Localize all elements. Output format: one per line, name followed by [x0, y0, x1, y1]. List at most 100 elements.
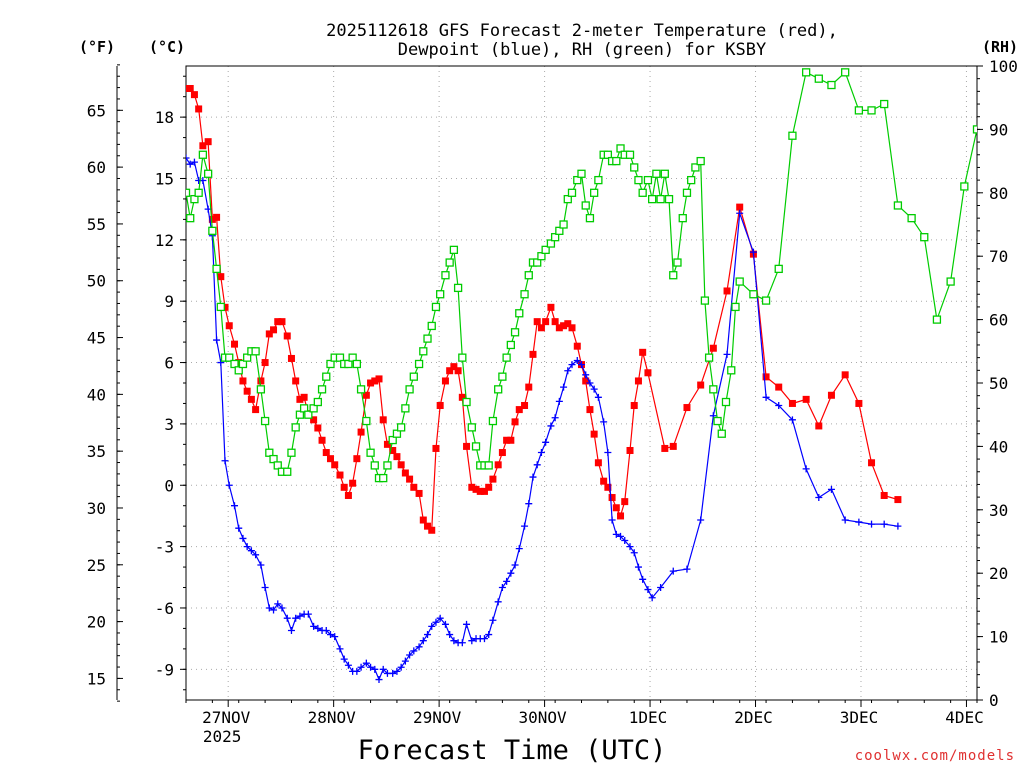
temperature-point — [287, 354, 295, 362]
temperature-point — [525, 383, 533, 391]
fahrenheit-tick-label: 20 — [87, 613, 106, 632]
temperature-point — [683, 404, 691, 412]
dewpoint-point — [590, 385, 598, 393]
rh-point — [761, 296, 771, 305]
temperature-point — [300, 393, 308, 401]
rh-point — [735, 277, 744, 286]
temperature-point — [186, 84, 194, 92]
temperature-point — [349, 479, 357, 487]
temperature-point — [723, 287, 731, 295]
rh-point — [414, 359, 424, 369]
temperature-point — [383, 440, 391, 448]
x-tick-label: 29NOV — [413, 708, 462, 727]
temperature-point — [894, 496, 902, 504]
dewpoint-point — [612, 530, 620, 538]
dewpoint-point — [503, 577, 511, 585]
rh-point — [907, 214, 916, 223]
dewpoint-point — [604, 449, 612, 457]
dewpoint-point — [815, 494, 823, 502]
temperature-point — [217, 273, 225, 281]
rh-point — [550, 233, 560, 242]
rh-point — [498, 372, 507, 381]
dewpoint-point — [344, 661, 352, 669]
rh-point — [405, 385, 414, 394]
rh-point — [590, 188, 599, 197]
temperature-point — [406, 475, 414, 483]
rh-point — [488, 416, 498, 426]
plot-frame — [185, 65, 978, 701]
temperature-point — [827, 391, 835, 399]
rh-point — [190, 194, 199, 204]
credit-text: coolwx.com/models — [855, 748, 1015, 764]
temperature-point — [231, 340, 239, 348]
rh-point — [379, 473, 388, 483]
temperature-point — [213, 213, 221, 221]
dewpoint-point — [529, 473, 537, 481]
rh-tick-label: 70 — [989, 247, 1008, 266]
rh-point — [458, 353, 467, 362]
dewpoint-point — [511, 561, 519, 569]
temperature-point — [600, 477, 608, 485]
x-tick-label: 2DEC — [734, 708, 773, 727]
dewpoint-point — [326, 631, 334, 639]
temperature-point — [590, 430, 598, 438]
rh-point — [243, 353, 252, 362]
rh-point — [920, 233, 929, 242]
rh-point — [273, 461, 282, 470]
dewpoint-point — [436, 614, 444, 622]
rh-point — [260, 416, 270, 426]
rh-point — [520, 290, 529, 299]
rh-point — [880, 99, 889, 109]
celsius-tick-label: 9 — [164, 292, 174, 311]
temperature-point — [788, 399, 796, 407]
rh-point — [721, 397, 731, 407]
temperature-point — [274, 318, 282, 326]
temperature-point — [507, 436, 515, 444]
dewpoint-point — [827, 485, 835, 493]
rh-point — [436, 290, 445, 299]
celsius-tick-label: 15 — [155, 169, 174, 188]
rh-point — [216, 302, 225, 312]
temperature-point — [503, 436, 511, 444]
rh-point — [313, 397, 322, 407]
temperature-point — [331, 461, 339, 469]
series-rh — [186, 68, 977, 483]
rh-point — [335, 353, 345, 362]
rh-point — [265, 448, 274, 457]
temperature-point — [278, 318, 286, 326]
rh-point — [423, 334, 432, 343]
dewpoint-point — [494, 598, 502, 606]
temperature-point — [644, 369, 652, 377]
dewpoint-point — [415, 643, 423, 651]
dewpoint-point — [336, 645, 344, 653]
dewpoint-point — [723, 350, 731, 358]
temperature-point — [270, 326, 278, 334]
temperature-point — [802, 395, 810, 403]
temperature-point — [340, 483, 348, 491]
rh-point — [625, 150, 635, 159]
rh-point — [700, 296, 710, 305]
celsius-tick-label: 3 — [164, 415, 174, 434]
rh-point — [533, 258, 542, 267]
rh-point — [322, 372, 331, 381]
rh-point — [515, 309, 524, 318]
fahrenheit-tick-label: 55 — [87, 215, 106, 234]
rh-point — [946, 277, 955, 286]
dewpoint-point — [331, 633, 339, 641]
dewpoint-point — [397, 663, 405, 671]
temperature-point — [265, 330, 273, 338]
dewpoint-point — [441, 620, 449, 628]
rh-point — [691, 163, 700, 172]
dewpoint-point — [274, 600, 282, 608]
rh-point — [392, 429, 402, 438]
temperature-point — [379, 416, 387, 424]
rh-point — [467, 423, 476, 432]
temperature-point — [463, 442, 471, 450]
temperature-point — [880, 491, 888, 499]
rh-point — [441, 271, 450, 280]
temperature-point — [515, 406, 523, 414]
dewpoint-point — [644, 586, 652, 594]
dewpoint-point — [379, 665, 387, 673]
rh-point — [502, 353, 511, 362]
temperature-point — [582, 377, 590, 385]
